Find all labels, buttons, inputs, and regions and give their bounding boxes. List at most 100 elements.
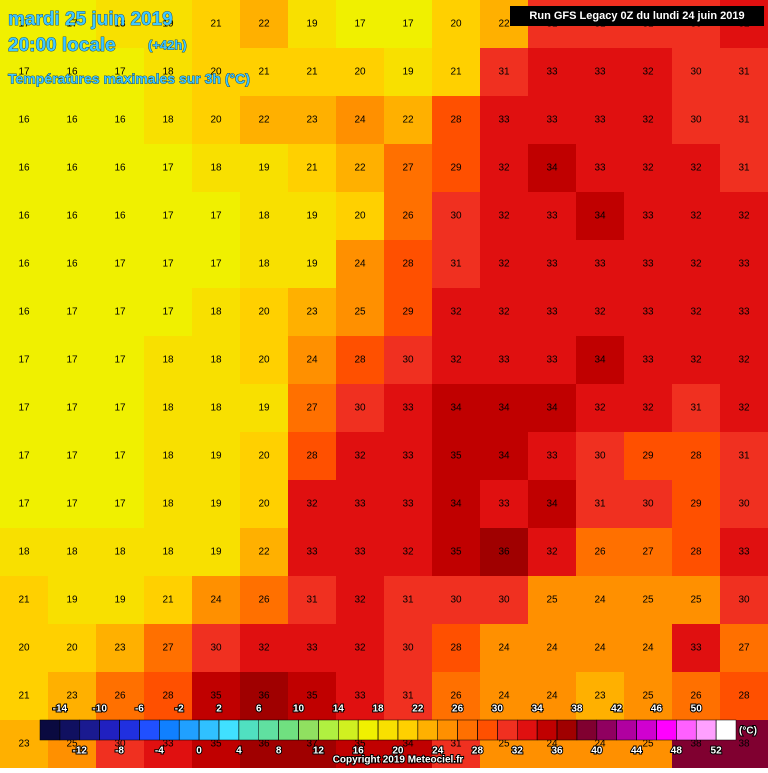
temp-cell xyxy=(192,432,241,481)
temp-label: 22 xyxy=(258,115,270,126)
temp-cell xyxy=(144,384,193,433)
temp-label: 18 xyxy=(66,547,78,558)
colorbar: -14-12-10-8-6-4-202468101214161820222426… xyxy=(39,703,758,758)
temp-label: 32 xyxy=(738,355,750,366)
colorbar-label: 32 xyxy=(512,746,524,757)
colorbar-bin xyxy=(178,719,200,741)
temp-cell xyxy=(384,624,433,673)
temp-label: 19 xyxy=(306,211,318,222)
temp-cell xyxy=(336,288,385,337)
temp-cell xyxy=(720,672,768,721)
temp-cell xyxy=(672,480,721,529)
temp-label: 33 xyxy=(594,163,606,174)
temp-label: 18 xyxy=(258,259,270,270)
temp-cell xyxy=(384,672,433,721)
temp-cell xyxy=(48,480,97,529)
temp-label: 23 xyxy=(114,643,126,654)
temp-label: 30 xyxy=(114,739,126,750)
temp-cell xyxy=(480,528,529,577)
colorbar-label: 22 xyxy=(412,704,424,715)
temp-cell xyxy=(336,144,385,193)
temp-label: 30 xyxy=(594,451,606,462)
temp-label: 28 xyxy=(354,355,366,366)
temp-label: 34 xyxy=(594,211,606,222)
temp-label: 29 xyxy=(690,499,702,510)
temp-label: 24 xyxy=(642,643,654,654)
temp-label: 34 xyxy=(450,403,462,414)
temp-cell xyxy=(528,480,577,529)
temp-label: 27 xyxy=(642,547,654,558)
temp-cell xyxy=(144,96,193,145)
temp-label: 20 xyxy=(258,355,270,366)
colorbar-bin xyxy=(556,719,578,741)
temp-label: 19 xyxy=(306,259,318,270)
colorbar-bin xyxy=(99,719,120,741)
temp-cell xyxy=(192,240,241,289)
temp-cell xyxy=(624,192,673,241)
temp-cell xyxy=(96,480,145,529)
temp-label: 24 xyxy=(498,691,510,702)
temp-label: 24 xyxy=(594,643,606,654)
time-title: 20:00 locale xyxy=(8,35,116,56)
temp-cell xyxy=(432,336,481,385)
temp-label: 32 xyxy=(594,403,606,414)
temp-cell xyxy=(384,144,433,193)
temp-cell xyxy=(144,624,193,673)
temp-cell xyxy=(192,528,241,577)
temp-label: 25 xyxy=(642,595,654,606)
temp-cell xyxy=(240,336,289,385)
temp-label: 21 xyxy=(258,67,270,78)
temp-label: 17 xyxy=(114,451,126,462)
colorbar-label: 46 xyxy=(651,704,663,715)
temp-label: 32 xyxy=(354,595,366,606)
colorbar-unit: (°C) xyxy=(739,726,757,737)
temp-cell xyxy=(672,336,721,385)
temp-cell xyxy=(624,480,673,529)
colorbar-label: 34 xyxy=(532,704,544,715)
temp-label: 32 xyxy=(450,355,462,366)
temp-cell xyxy=(528,432,577,481)
temp-cell xyxy=(384,96,433,145)
temp-label: 30 xyxy=(354,403,366,414)
temp-label: 32 xyxy=(498,259,510,270)
temp-cell xyxy=(0,336,49,385)
colorbar-label: 14 xyxy=(333,704,345,715)
temp-label: 17 xyxy=(66,499,78,510)
temp-label: 24 xyxy=(354,259,366,270)
temp-cell xyxy=(624,336,673,385)
temp-cell xyxy=(48,576,97,625)
temp-label: 33 xyxy=(306,643,318,654)
colorbar-label: 52 xyxy=(711,746,723,757)
temp-label: 21 xyxy=(210,19,222,30)
colorbar-bin xyxy=(477,719,498,741)
temp-cell xyxy=(528,336,577,385)
temp-label: 23 xyxy=(594,691,606,702)
temp-cell xyxy=(432,624,481,673)
temp-label: 17 xyxy=(114,259,126,270)
temp-label: 26 xyxy=(114,691,126,702)
colorbar-bin xyxy=(656,719,677,741)
temp-cell xyxy=(384,240,433,289)
colorbar-bin xyxy=(417,719,438,741)
temp-label: 19 xyxy=(402,67,414,78)
temp-cell xyxy=(0,144,49,193)
temp-cell xyxy=(144,336,193,385)
colorbar-bin xyxy=(79,719,100,741)
temp-label: 24 xyxy=(354,115,366,126)
temp-cell xyxy=(384,384,433,433)
run-info: Run GFS Legacy 0Z du lundi 24 juin 2019 xyxy=(529,10,744,22)
colorbar-bin xyxy=(198,719,220,741)
temp-cell xyxy=(576,432,625,481)
colorbar-bin xyxy=(298,719,319,741)
temp-label: 16 xyxy=(18,307,30,318)
temp-label: 33 xyxy=(546,211,558,222)
temp-label: 31 xyxy=(690,403,702,414)
temp-cell xyxy=(192,576,241,625)
temp-cell xyxy=(432,528,481,577)
temp-cell xyxy=(288,432,337,481)
temp-label: 20 xyxy=(258,307,270,318)
temp-cell xyxy=(384,336,433,385)
temp-label: 34 xyxy=(498,403,510,414)
temp-cell xyxy=(720,48,768,97)
